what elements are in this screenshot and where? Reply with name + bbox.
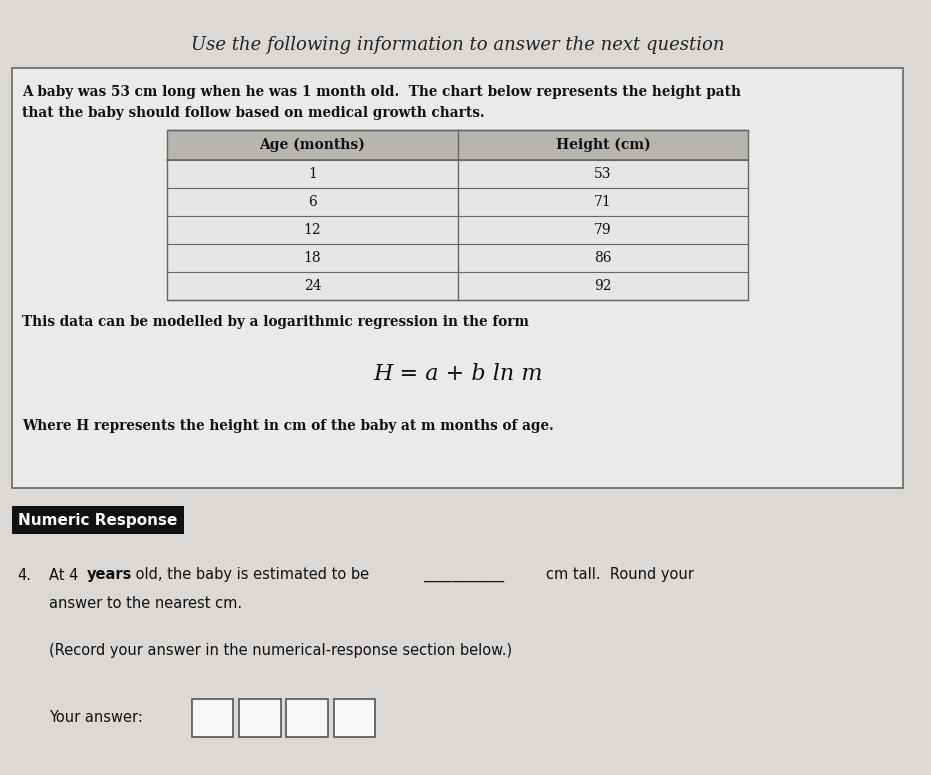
Text: 53: 53 xyxy=(594,167,612,181)
Text: 71: 71 xyxy=(594,195,612,209)
Bar xyxy=(168,160,749,188)
Bar xyxy=(12,68,903,488)
Text: answer to the nearest cm.: answer to the nearest cm. xyxy=(49,595,242,611)
Text: years: years xyxy=(87,567,132,583)
Text: Numeric Response: Numeric Response xyxy=(18,512,177,528)
Text: old, the baby is estimated to be: old, the baby is estimated to be xyxy=(131,567,373,583)
Text: Age (months): Age (months) xyxy=(260,138,366,152)
Bar xyxy=(192,699,234,737)
Bar xyxy=(168,216,749,244)
Text: This data can be modelled by a logarithmic regression in the form: This data can be modelled by a logarithm… xyxy=(21,315,529,329)
Text: that the baby should follow based on medical growth charts.: that the baby should follow based on med… xyxy=(21,106,484,120)
Bar xyxy=(12,506,184,534)
Bar xyxy=(168,188,749,216)
Bar xyxy=(168,130,749,160)
Text: A baby was 53 cm long when he was 1 month old.  The chart below represents the h: A baby was 53 cm long when he was 1 mont… xyxy=(21,85,741,99)
Text: Your answer:: Your answer: xyxy=(49,711,143,725)
Text: Use the following information to answer the next question: Use the following information to answer … xyxy=(191,36,724,54)
Text: ___________: ___________ xyxy=(424,567,505,583)
Text: H = a + b ln m: H = a + b ln m xyxy=(373,363,543,385)
Text: 18: 18 xyxy=(304,251,321,265)
Text: 4.: 4. xyxy=(18,567,32,583)
Text: 12: 12 xyxy=(304,223,321,237)
Text: cm tall.  Round your: cm tall. Round your xyxy=(546,567,695,583)
Text: 86: 86 xyxy=(594,251,612,265)
Bar xyxy=(287,699,328,737)
Text: 1: 1 xyxy=(308,167,317,181)
Text: 24: 24 xyxy=(304,279,321,293)
Bar xyxy=(333,699,375,737)
Text: Height (cm): Height (cm) xyxy=(556,138,651,152)
Text: Where H represents the height in cm of the baby at m months of age.: Where H represents the height in cm of t… xyxy=(21,419,553,433)
Bar xyxy=(168,244,749,272)
Text: At 4: At 4 xyxy=(49,567,83,583)
Bar xyxy=(168,272,749,300)
Bar xyxy=(239,699,280,737)
Bar xyxy=(168,130,749,300)
Text: 6: 6 xyxy=(308,195,317,209)
Text: 79: 79 xyxy=(594,223,612,237)
Text: 92: 92 xyxy=(594,279,612,293)
Text: (Record your answer in the numerical-response section below.): (Record your answer in the numerical-res… xyxy=(49,642,512,657)
